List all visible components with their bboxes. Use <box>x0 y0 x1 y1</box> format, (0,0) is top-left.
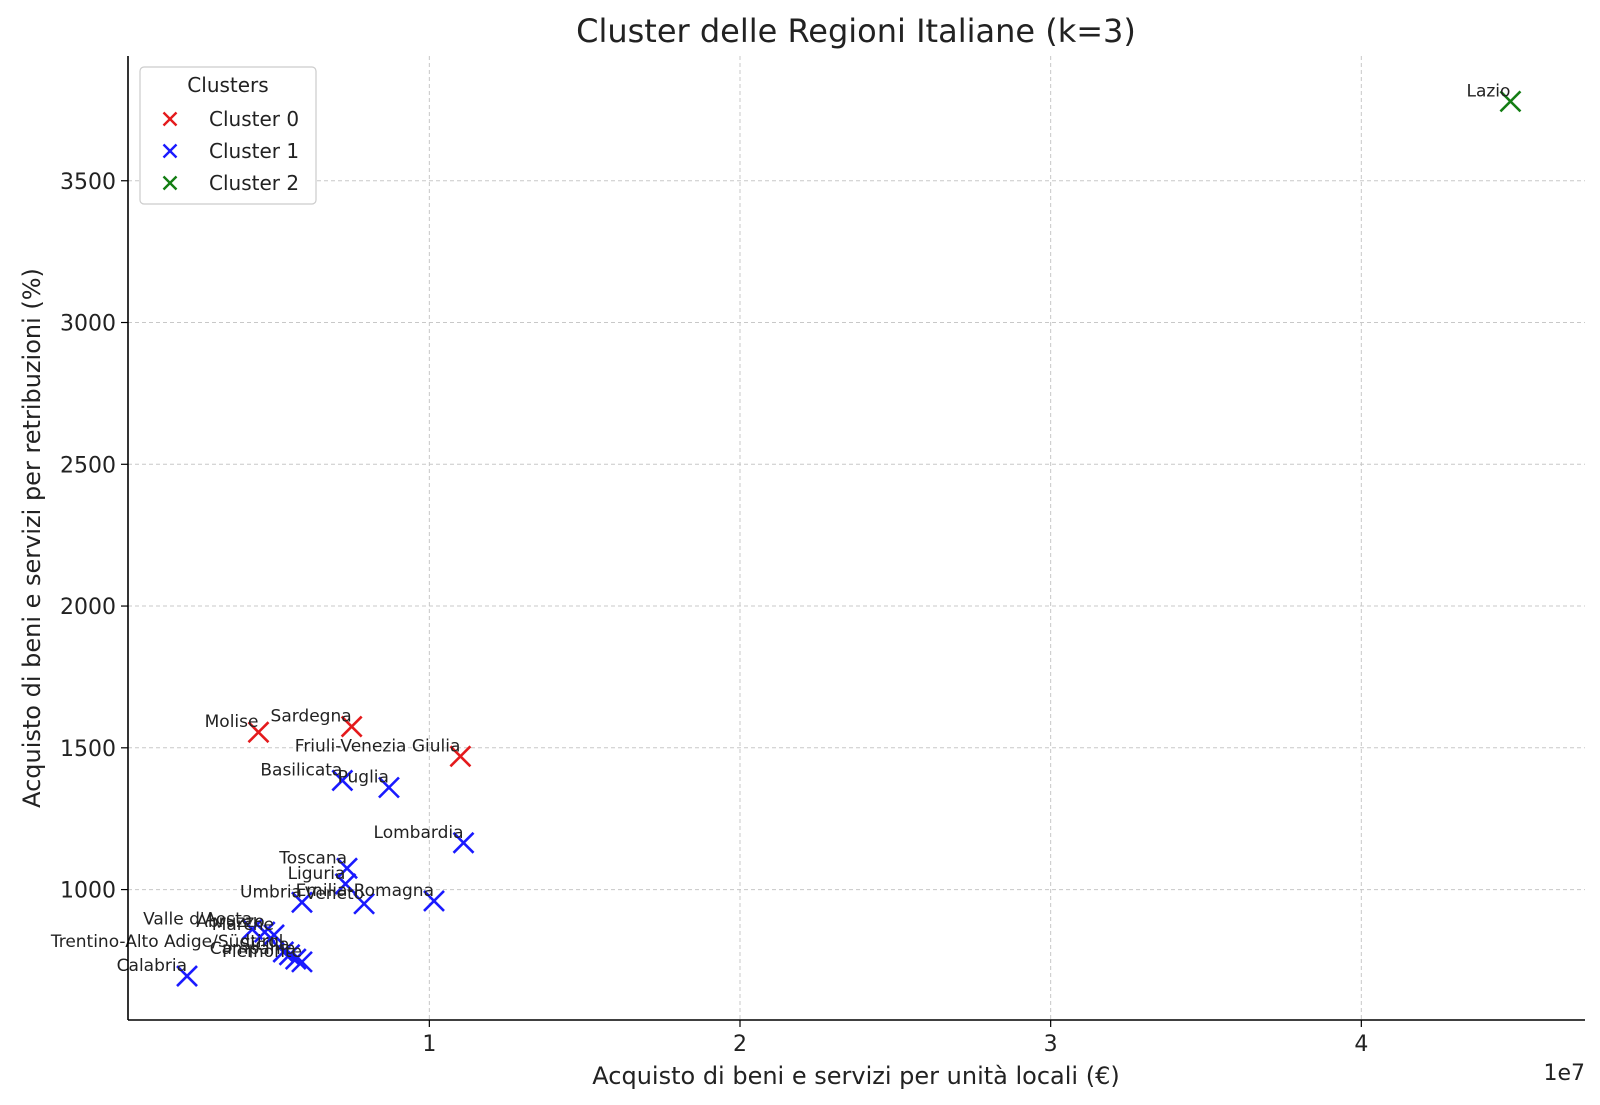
data-point-marker <box>1499 90 1522 113</box>
x-tick-label: 3 <box>1044 1032 1058 1057</box>
legend-entry-label: Cluster 0 <box>209 107 299 131</box>
y-tick-label: 1500 <box>60 737 116 762</box>
point-labels: Molise Sardegna Friuli-Venezia Giulia Basil… <box>50 81 1511 976</box>
data-point-marker <box>284 948 307 970</box>
y-tick-label: 2500 <box>60 453 116 478</box>
y-tick-label: 1000 <box>60 879 116 904</box>
data-points <box>176 90 1522 987</box>
data-point-label: Trentino-Alto Adige/Südtirol <box>50 932 284 952</box>
legend-box <box>139 66 317 205</box>
data-point-marker <box>334 872 357 895</box>
data-point-label: Lazio <box>1467 81 1511 101</box>
legend-entry-label: Cluster 1 <box>209 139 299 163</box>
chart-title: Cluster delle Regioni Italiane (k=3) <box>576 12 1136 50</box>
legend-entry-label: Cluster 2 <box>209 171 299 195</box>
data-point-label: Valle d'Aosta <box>143 909 252 929</box>
x-tick-label: 1 <box>422 1032 436 1057</box>
y-axis-title: Acquisto di beni e servizi per retribuzi… <box>18 268 46 808</box>
data-point-marker <box>423 889 445 912</box>
data-point-marker <box>378 776 400 799</box>
data-point-label: Campania <box>210 939 296 959</box>
data-point-label: Sicilia <box>240 935 289 955</box>
data-point-label: Sardegna <box>271 707 352 727</box>
legend: Clusters Cluster 0 Cluster 1 Cluster 2 <box>139 66 317 205</box>
data-point-marker <box>247 721 270 744</box>
legend-marker <box>162 143 178 159</box>
legend-marker <box>162 175 178 191</box>
data-point-label: Basilicata <box>260 760 342 780</box>
x-ticks: 1 2 3 4 <box>422 1020 1368 1057</box>
data-point-label: Emilia-Romagna <box>296 881 434 901</box>
data-point-marker <box>272 941 295 963</box>
data-point-marker <box>331 769 354 792</box>
grid-lines <box>128 56 1585 1020</box>
data-point-marker <box>449 745 472 768</box>
data-point-label: Friuli-Venezia Giulia <box>295 736 461 756</box>
data-point-marker <box>340 715 363 738</box>
data-point-label: Marche <box>212 915 274 935</box>
data-point-label: Veneto <box>305 884 364 904</box>
y-tick-label: 2000 <box>60 595 116 620</box>
y-tick-label: 3000 <box>60 312 116 337</box>
y-ticks: 1000 1500 2000 2500 3000 3500 <box>60 170 128 904</box>
x-tick-label: 2 <box>733 1032 747 1057</box>
x-offset-label: 1e7 <box>1543 1061 1585 1086</box>
data-point-marker <box>176 965 198 987</box>
data-point-marker <box>241 918 264 941</box>
legend-marker <box>162 111 178 127</box>
data-point-label: Calabria <box>117 956 187 976</box>
axes <box>127 56 1585 1021</box>
data-point-label: Toscana <box>278 848 347 868</box>
data-point-label: Molise <box>205 712 259 732</box>
data-point-label: Puglia <box>338 768 389 788</box>
data-point-label: Umbria <box>240 882 302 902</box>
x-axis-title: Acquisto di beni e servizi per unità loc… <box>592 1062 1119 1090</box>
legend-title: Clusters <box>187 73 268 97</box>
x-tick-label: 4 <box>1354 1032 1368 1057</box>
data-point-label: Piemonte <box>222 942 302 962</box>
data-point-marker <box>278 943 301 966</box>
data-point-marker <box>263 924 285 946</box>
data-point-marker <box>291 891 313 914</box>
data-point-label: Abruzzo <box>196 912 264 932</box>
y-tick-label: 3500 <box>60 170 116 195</box>
data-point-label: Lombardia <box>374 823 464 843</box>
data-point-label: Liguria <box>288 864 346 884</box>
data-point-marker <box>353 892 376 915</box>
data-point-marker <box>452 831 475 854</box>
data-point-marker <box>291 950 313 973</box>
